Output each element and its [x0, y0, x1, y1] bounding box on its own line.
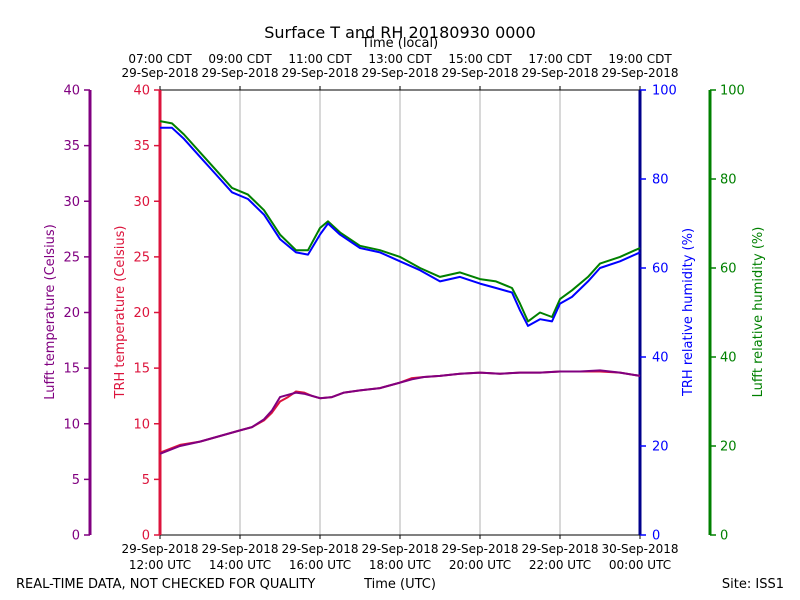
bottom-tick-time: 00:00 UTC	[609, 558, 671, 572]
trh-rh-tick-label: 60	[652, 262, 669, 277]
top-tick-time: 11:00 CDT	[288, 52, 352, 66]
top-tick-time: 09:00 CDT	[208, 52, 272, 66]
chart-title: Surface T and RH 20180930 0000	[264, 23, 536, 42]
top-tick-date: 29-Sep-2018	[521, 66, 598, 80]
bottom-tick-date: 29-Sep-2018	[281, 542, 358, 556]
bottom-tick-time: 22:00 UTC	[529, 558, 591, 572]
top-tick-date: 29-Sep-2018	[361, 66, 438, 80]
bottom-tick-date: 30-Sep-2018	[601, 542, 678, 556]
lufft-temp-tick-label: 30	[63, 195, 80, 210]
trh-rh-axis-label: TRH relative humidity (%)	[681, 228, 696, 397]
lufft-temp-tick-label: 40	[63, 84, 80, 99]
lufft-temp-tick-label: 5	[72, 473, 80, 488]
trh-temp-axis-label: TRH temperature (Celsius)	[113, 226, 128, 400]
lufft-rh-tick-label: 40	[720, 351, 737, 366]
bottom-tick-date: 29-Sep-2018	[361, 542, 438, 556]
axis-ticks: 29-Sep-2018 12:00 UTC 29-Sep-2018 14:00 UTC…	[63, 52, 744, 572]
top-tick-time: 17:00 CDT	[528, 52, 592, 66]
trh-temp-tick-label: 5	[142, 473, 150, 488]
bottom-tick-time: 20:00 UTC	[449, 558, 511, 572]
top-tick-time: 15:00 CDT	[448, 52, 512, 66]
bottom-tick-time: 18:00 UTC	[369, 558, 431, 572]
trh-rh-tick-label: 100	[652, 84, 677, 99]
top-tick-date: 29-Sep-2018	[601, 66, 678, 80]
gridlines	[239, 90, 561, 535]
lufft-rh-tick-label: 80	[720, 173, 737, 188]
lufft-rh-tick-label: 60	[720, 262, 737, 277]
lufft-temp-tick-label: 25	[63, 250, 80, 265]
lufft-rh-tick-label: 100	[720, 84, 745, 99]
footer-site: Site: ISS1	[722, 577, 784, 592]
lufft-rh-tick-label: 20	[720, 440, 737, 455]
top-tick-date: 29-Sep-2018	[281, 66, 358, 80]
lufft-rh-axis-label: Lufft relative humidity (%)	[751, 227, 766, 398]
lufft-temp-tick-label: 10	[63, 417, 80, 432]
trh-temp-tick-label: 15	[133, 362, 150, 377]
lufft-temp-tick-label: 15	[63, 362, 80, 377]
lufft-temp-tick-label: 20	[63, 306, 80, 321]
lufft-relative-humidity-line	[159, 120, 641, 323]
trh-temp-tick-label: 25	[133, 250, 150, 265]
trh-temp-tick-label: 40	[133, 84, 150, 99]
trh-temp-tick-label: 0	[142, 529, 150, 544]
trh-temp-tick-label: 30	[133, 195, 150, 210]
lufft-temperature-line	[159, 369, 641, 455]
bottom-tick-time: 12:00 UTC	[129, 558, 191, 572]
footer-disclaimer: REAL-TIME DATA, NOT CHECKED FOR QUALITY	[16, 577, 315, 592]
trh-temp-tick-label: 10	[133, 417, 150, 432]
trh-temp-tick-label: 35	[133, 139, 150, 154]
bottom-tick-date: 29-Sep-2018	[521, 542, 598, 556]
top-tick-date: 29-Sep-2018	[201, 66, 278, 80]
top-tick-date: 29-Sep-2018	[441, 66, 518, 80]
bottom-axis-title: Time (UTC)	[363, 577, 436, 592]
top-tick-time: 07:00 CDT	[128, 52, 192, 66]
top-tick-date: 29-Sep-2018	[121, 66, 198, 80]
trh-rh-tick-label: 20	[652, 440, 669, 455]
lufft-rh-tick-label: 0	[720, 529, 728, 544]
trh-relative-humidity-line	[160, 126, 641, 327]
bottom-tick-date: 29-Sep-2018	[201, 542, 278, 556]
lufft-temp-tick-label: 0	[72, 529, 80, 544]
series-lines	[159, 120, 641, 455]
top-axis-title: Time (local)	[361, 36, 438, 51]
lufft-temp-tick-label: 35	[63, 139, 80, 154]
trh-rh-tick-label: 0	[652, 529, 660, 544]
trh-rh-tick-label: 40	[652, 351, 669, 366]
top-tick-time: 13:00 CDT	[368, 52, 432, 66]
bottom-tick-time: 14:00 UTC	[209, 558, 271, 572]
bottom-tick-date: 29-Sep-2018	[441, 542, 518, 556]
lufft-temp-axis-label: Lufft temperature (Celsius)	[43, 224, 58, 400]
top-tick-time: 19:00 CDT	[608, 52, 672, 66]
trh-rh-tick-label: 80	[652, 173, 669, 188]
bottom-tick-date: 29-Sep-2018	[121, 542, 198, 556]
trh-temp-tick-label: 20	[133, 306, 150, 321]
bottom-tick-time: 16:00 UTC	[289, 558, 351, 572]
